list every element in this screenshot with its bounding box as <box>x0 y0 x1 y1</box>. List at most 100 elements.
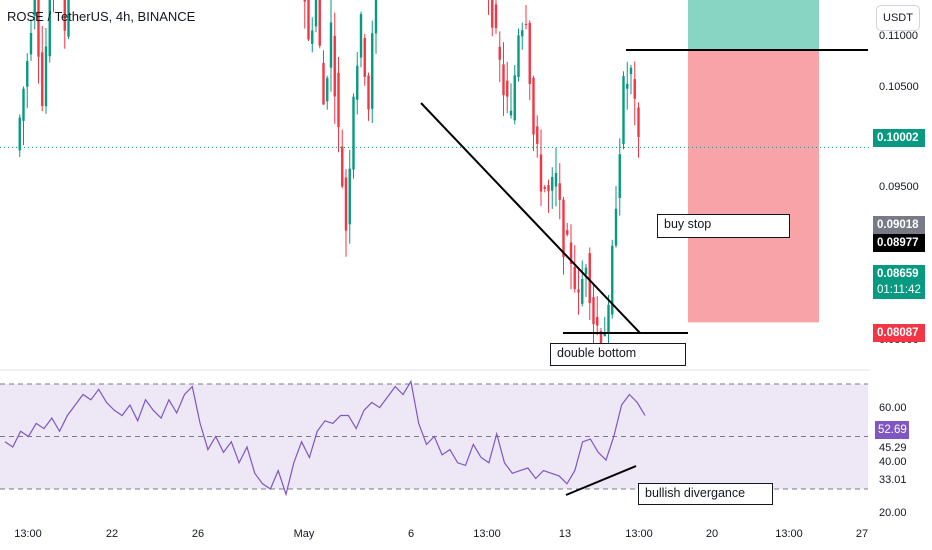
price-axis-label: 0.10500 <box>879 81 919 93</box>
buy-stop-note[interactable]: buy stop <box>657 214 790 238</box>
candle-body <box>554 172 558 187</box>
candle-body <box>29 33 33 55</box>
candle-body <box>607 304 610 333</box>
candle-body <box>348 168 351 225</box>
candle-body <box>532 77 535 135</box>
candle-body <box>341 146 344 187</box>
last-price-tag: 0.08659 <box>873 265 925 283</box>
bullish-divergence-note[interactable]: bullish divergance <box>638 483 773 505</box>
rsi-value-tag: 52.69 <box>875 421 909 439</box>
candle-body <box>603 333 606 337</box>
candle-body <box>41 52 44 106</box>
candle-body <box>318 0 321 46</box>
stop-loss-price-tag: 0.08087 <box>873 324 925 342</box>
candle-body <box>626 83 629 89</box>
candle-body <box>599 331 603 346</box>
rsi-axis-label: 20.00 <box>879 507 907 519</box>
candle-body <box>588 253 591 304</box>
candle-body <box>524 23 528 25</box>
candle-body <box>592 297 595 325</box>
stop-loss-zone <box>688 50 819 323</box>
candle-body <box>611 245 614 315</box>
candle-body <box>44 46 48 107</box>
candle-body <box>18 117 21 151</box>
candle-body <box>521 30 524 37</box>
candle-body <box>303 0 306 2</box>
candle-body <box>67 0 70 37</box>
candle-body <box>311 30 314 44</box>
candle-body <box>536 126 539 144</box>
buy-stop-price-tag: 0.08977 <box>873 234 925 252</box>
candle-body <box>322 62 325 105</box>
candle-body <box>573 267 576 289</box>
candle-body <box>596 317 599 326</box>
candle-body <box>581 279 584 304</box>
candle-body <box>517 35 520 78</box>
candle-body <box>329 22 333 68</box>
candle-body <box>352 96 355 170</box>
candle-body <box>506 80 509 97</box>
candle-body <box>356 65 359 100</box>
candle-body <box>26 61 29 87</box>
candle-body <box>622 76 625 145</box>
candle-body <box>359 14 363 58</box>
candle-body <box>629 67 633 75</box>
candle-body <box>33 0 36 16</box>
time-axis-label: 20 <box>705 528 719 540</box>
candle-countdown-tag: 01:11:42 <box>873 281 925 299</box>
candle-body <box>528 22 531 84</box>
candle-body <box>633 79 636 99</box>
time-axis-label: 13:00 <box>775 528 803 540</box>
rsi-line <box>4 379 646 497</box>
candle-body <box>337 72 340 128</box>
rsi-axis-label: 45.29 <box>879 442 907 454</box>
downtrend-line <box>420 102 641 334</box>
candle-body <box>63 0 66 31</box>
candle-body <box>637 107 640 137</box>
candle-body <box>558 183 561 200</box>
time-axis-label: 27 <box>855 528 869 540</box>
time-axis-label: 26 <box>191 528 205 540</box>
time-axis-label: 13:00 <box>625 528 653 540</box>
double-bottom-note[interactable]: double bottom <box>550 343 686 366</box>
price-axis-label: 0.09500 <box>879 181 919 193</box>
time-axis-label: 13:00 <box>14 528 42 540</box>
time-axis-label: 13 <box>558 528 572 540</box>
candle-body <box>333 35 336 97</box>
candle-body <box>367 75 370 110</box>
candle-body <box>494 4 498 29</box>
candle-body <box>569 242 573 264</box>
candle-body <box>48 0 51 57</box>
rsi-axis-label: 60.00 <box>879 402 907 414</box>
candle-body <box>491 0 494 28</box>
candle-body <box>307 0 310 40</box>
candle-body <box>326 78 329 102</box>
candle-body <box>547 184 550 192</box>
candle-body <box>543 186 546 189</box>
candle-body <box>22 88 25 121</box>
rsi-axis-label: 33.01 <box>879 474 907 486</box>
target-price-tag: 0.10002 <box>873 129 925 147</box>
price-axis-label: 0.11000 <box>879 30 918 42</box>
rsi-axis-label: 40.00 <box>879 456 907 468</box>
buy-stop-box-price-tag: 0.09018 <box>873 216 925 234</box>
candle-body <box>513 75 516 121</box>
time-axis-label: 22 <box>105 528 119 540</box>
currency-button[interactable]: USDT <box>876 5 920 31</box>
time-axis-label: 13:00 <box>473 528 501 540</box>
candle-body <box>314 0 318 27</box>
candle-body <box>498 46 501 60</box>
symbol-title[interactable]: ROSE / TetherUS, 4h, BINANCE <box>7 9 196 24</box>
time-axis-label: 6 <box>407 528 415 540</box>
candle-body <box>566 230 569 235</box>
target-zone <box>688 0 819 51</box>
candle-body <box>614 208 618 246</box>
candle-body <box>374 0 378 34</box>
candle-body <box>371 33 374 109</box>
candle-body <box>551 176 554 191</box>
candle-body <box>584 267 588 275</box>
candle-body <box>562 199 565 258</box>
time-axis-label: May <box>293 528 315 540</box>
